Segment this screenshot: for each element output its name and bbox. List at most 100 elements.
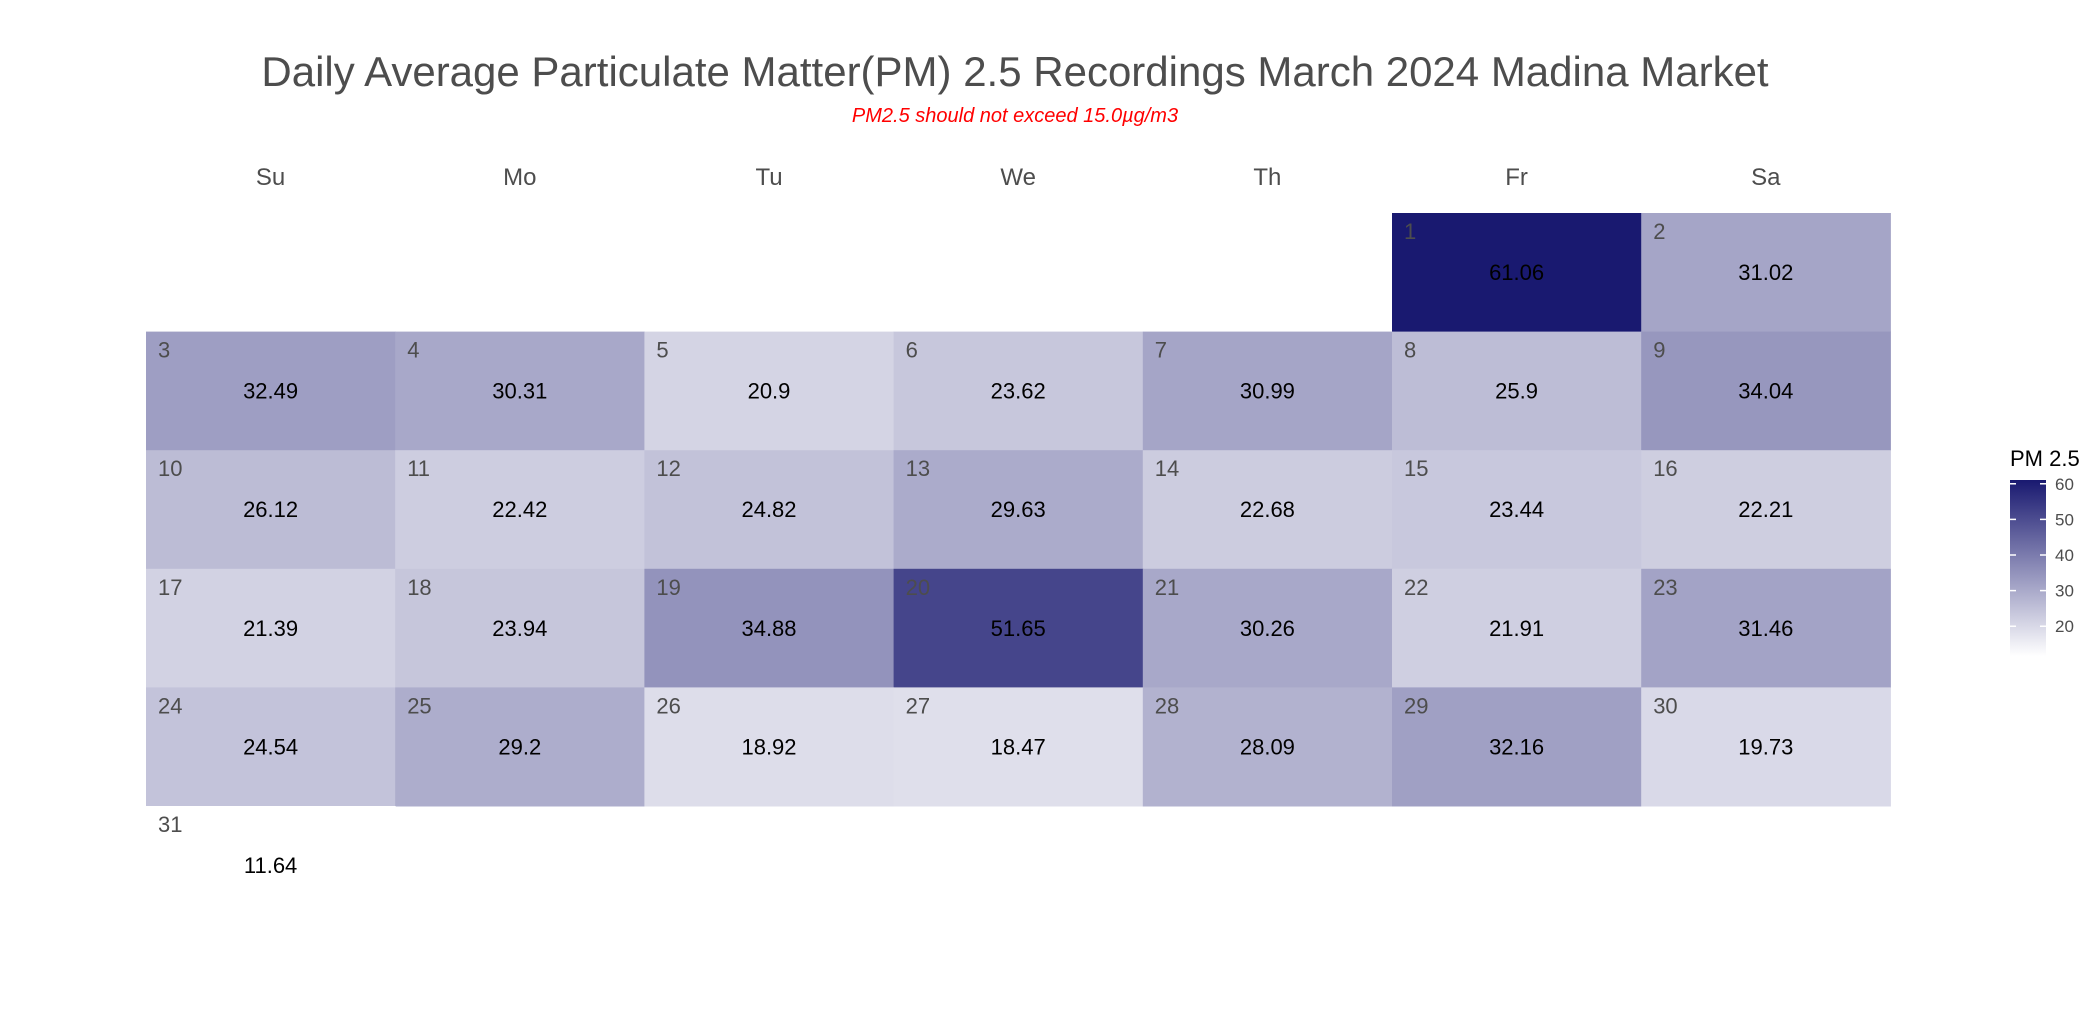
day-cell-rect xyxy=(1641,568,1891,688)
day-cell-rect xyxy=(893,450,1144,570)
day-number-label: 31 xyxy=(158,812,182,837)
day-number-label: 24 xyxy=(158,693,182,718)
day-cell-15: 15 23.44 xyxy=(1392,450,1642,570)
day-cell-rect xyxy=(146,806,396,926)
day-number-label: 22 xyxy=(1404,575,1428,600)
day-number-label: 16 xyxy=(1653,456,1677,481)
day-number-label: 29 xyxy=(1404,693,1428,718)
weekday-header-tu: Tu xyxy=(755,164,782,191)
day-cell-rect xyxy=(644,568,895,688)
day-cell-25: 25 29.2 xyxy=(395,687,645,807)
day-cell-29: 29 32.16 xyxy=(1392,687,1642,807)
weekday-header-fr: Fr xyxy=(1505,164,1528,191)
day-number-label: 27 xyxy=(906,693,930,718)
day-cell-28: 28 28.09 xyxy=(1142,687,1393,807)
day-cell-4: 430.31 xyxy=(395,331,645,451)
day-cell-rect xyxy=(146,568,396,688)
day-cell-6: 623.62 xyxy=(893,331,1144,451)
day-value-label: 23.44 xyxy=(1489,497,1544,522)
day-cell-2: 231.02 xyxy=(1641,213,1891,333)
day-cell-rect xyxy=(1142,450,1393,570)
day-number-label: 6 xyxy=(906,338,918,363)
day-cell-13: 13 29.63 xyxy=(893,450,1144,570)
legend-title: PM 2.5 xyxy=(2010,446,2080,471)
weekday-header-we: We xyxy=(1000,164,1036,191)
day-number-label: 8 xyxy=(1404,338,1416,363)
day-value-label: 22.68 xyxy=(1240,497,1295,522)
day-cell-8: 825.9 xyxy=(1392,331,1642,451)
day-number-label: 4 xyxy=(407,338,419,363)
day-cell-rect xyxy=(1641,450,1891,570)
day-number-label: 5 xyxy=(656,338,668,363)
day-cell-rect xyxy=(893,331,1144,451)
day-value-label: 23.94 xyxy=(492,616,547,641)
day-value-label: 32.16 xyxy=(1489,734,1544,759)
day-cell-rect xyxy=(893,687,1144,807)
day-cell-19: 19 34.88 xyxy=(644,568,895,688)
day-value-label: 30.26 xyxy=(1240,616,1295,641)
day-number-label: 21 xyxy=(1155,575,1179,600)
day-cell-rect xyxy=(1641,331,1891,451)
day-value-label: 32.49 xyxy=(243,379,298,404)
day-value-label: 51.65 xyxy=(991,616,1046,641)
day-value-label: 22.21 xyxy=(1738,497,1793,522)
day-cell-rect xyxy=(395,687,645,807)
day-cell-23: 23 31.46 xyxy=(1641,568,1891,688)
day-cell-rect xyxy=(146,687,396,807)
day-cell-rect xyxy=(146,331,396,451)
day-value-label: 18.92 xyxy=(741,734,796,759)
day-number-label: 15 xyxy=(1404,456,1428,481)
day-number-label: 7 xyxy=(1155,338,1167,363)
legend-colorbar xyxy=(2010,480,2046,656)
day-cell-30: 30 19.73 xyxy=(1641,687,1891,807)
day-cell-rect xyxy=(893,568,1144,688)
day-value-label: 30.31 xyxy=(492,379,547,404)
day-number-label: 28 xyxy=(1155,693,1179,718)
day-value-label: 34.88 xyxy=(741,616,796,641)
chart-subtitle: PM2.5 should not exceed 15.0µg/m3 xyxy=(851,105,1179,127)
day-value-label: 21.91 xyxy=(1489,616,1544,641)
day-value-label: 23.62 xyxy=(991,379,1046,404)
day-number-label: 13 xyxy=(906,456,930,481)
day-cell-20: 20 51.65 xyxy=(893,568,1144,688)
day-value-label: 31.46 xyxy=(1738,616,1793,641)
day-number-label: 1 xyxy=(1404,219,1416,244)
day-value-label: 18.47 xyxy=(991,734,1046,759)
legend-tick-label: 20 xyxy=(2055,617,2074,636)
day-cell-rect xyxy=(1392,568,1642,688)
day-cell-21: 21 30.26 xyxy=(1142,568,1393,688)
day-cell-rect xyxy=(1392,687,1642,807)
day-cell-rect xyxy=(644,331,895,451)
day-cell-rect xyxy=(395,331,645,451)
day-value-label: 31.02 xyxy=(1738,260,1793,285)
day-number-label: 2 xyxy=(1653,219,1665,244)
day-cell-17: 17 21.39 xyxy=(146,568,396,688)
day-cell-12: 12 24.82 xyxy=(644,450,895,570)
day-number-label: 23 xyxy=(1653,575,1677,600)
day-cell-rect xyxy=(644,450,895,570)
weekday-header-sa: Sa xyxy=(1751,164,1781,191)
day-number-label: 20 xyxy=(906,575,930,600)
day-value-label: 34.04 xyxy=(1738,379,1793,404)
day-cell-rect xyxy=(395,450,645,570)
day-number-label: 25 xyxy=(407,693,431,718)
day-cell-27: 27 18.47 xyxy=(893,687,1144,807)
day-cell-rect xyxy=(1142,331,1393,451)
day-value-label: 28.09 xyxy=(1240,734,1295,759)
day-cell-22: 22 21.91 xyxy=(1392,568,1642,688)
day-cell-26: 26 18.92 xyxy=(644,687,895,807)
day-cell-rect xyxy=(146,450,396,570)
day-cell-rect xyxy=(1392,331,1642,451)
day-cell-rect xyxy=(1641,687,1891,807)
day-number-label: 3 xyxy=(158,338,170,363)
day-number-label: 14 xyxy=(1155,456,1179,481)
legend-tick-label: 40 xyxy=(2055,546,2074,565)
day-number-label: 26 xyxy=(656,693,680,718)
day-number-label: 11 xyxy=(407,456,430,481)
day-value-label: 24.54 xyxy=(243,734,298,759)
day-value-label: 30.99 xyxy=(1240,379,1295,404)
day-cell-18: 18 23.94 xyxy=(395,568,645,688)
day-cell-1: 161.06 xyxy=(1392,213,1642,333)
day-cell-16: 16 22.21 xyxy=(1641,450,1891,570)
